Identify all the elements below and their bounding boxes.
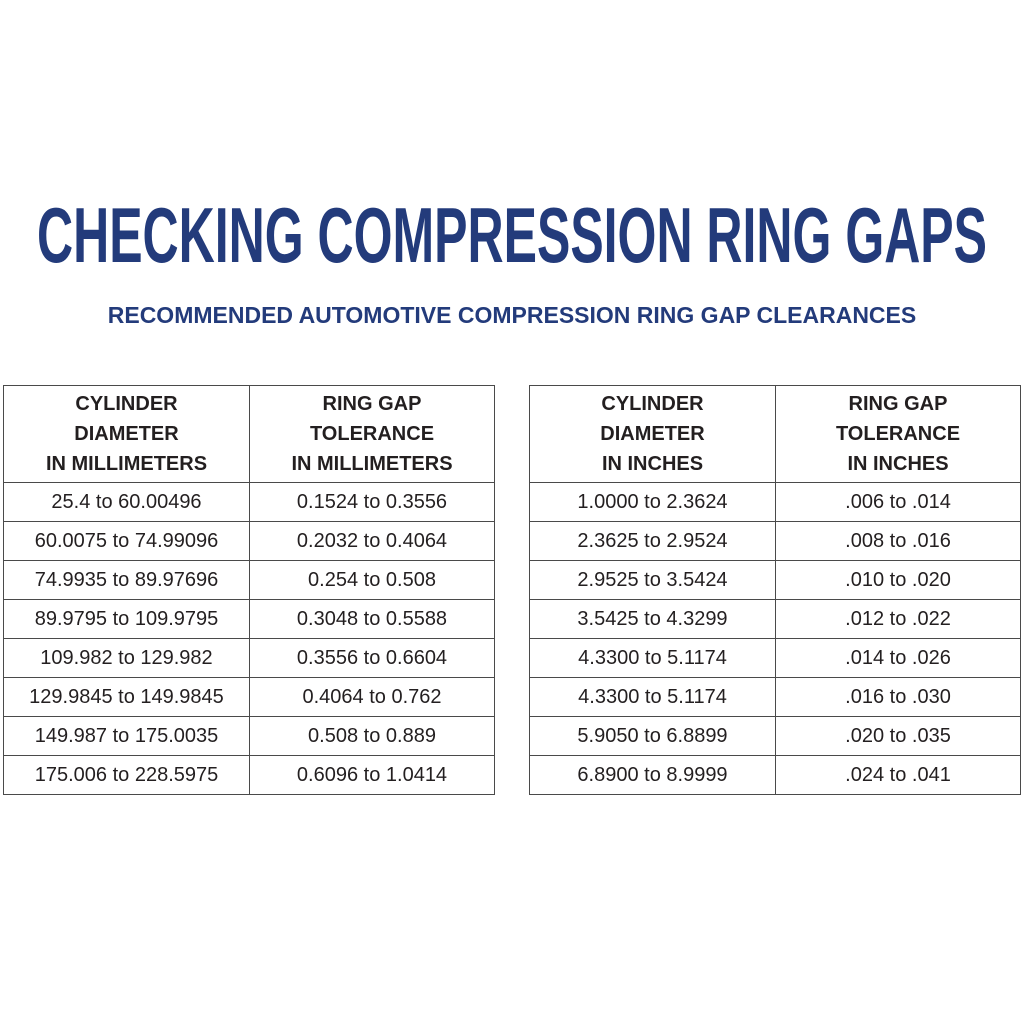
table-row: 149.987 to 175.0035 0.508 to 0.889 xyxy=(3,716,495,756)
cylinder-diameter-cell: 175.006 to 228.5975 xyxy=(3,755,250,795)
cylinder-diameter-cell: 109.982 to 129.982 xyxy=(3,638,250,678)
table-row: 3.5425 to 4.3299.012 to .022 xyxy=(529,599,1021,639)
ring-gap-cell: 0.508 to 0.889 xyxy=(249,716,495,756)
millimeters-table: CYLINDER DIAMETER IN MILLIMETERS RING GAP TO… xyxy=(3,385,495,795)
inches-table: CYLINDER DIAMETER IN INCHES RING GAP TOLERAN… xyxy=(529,385,1021,795)
cylinder-diameter-cell: 60.0075 to 74.99096 xyxy=(3,521,250,561)
cylinder-diameter-cell: 5.9050 to 6.8899 xyxy=(529,716,776,756)
table-row: 6.8900 to 8.9999.024 to .041 xyxy=(529,755,1021,795)
table-row: 175.006 to 228.5975 0.6096 to 1.0414 xyxy=(3,755,495,795)
page-title-graphic: CHECKING COMPRESSION RING GAPS xyxy=(37,196,987,276)
ring-gap-cell: 0.3556 to 0.6604 xyxy=(249,638,495,678)
cylinder-diameter-cell: 129.9845 to 149.9845 xyxy=(3,677,250,717)
header-row: CYLINDER DIAMETER IN MILLIMETERS RING GAP TO… xyxy=(3,385,495,483)
ring-gap-cell: 0.254 to 0.508 xyxy=(249,560,495,600)
cylinder-diameter-cell: 3.5425 to 4.3299 xyxy=(529,599,776,639)
column-header: CYLINDER DIAMETER IN MILLIMETERS xyxy=(3,385,250,483)
header-row: CYLINDER DIAMETER IN INCHES RING GAP TOLERAN… xyxy=(529,385,1021,483)
ring-gap-cell: .024 to .041 xyxy=(775,755,1021,795)
ring-gap-cell: .014 to .026 xyxy=(775,638,1021,678)
cylinder-diameter-cell: 1.0000 to 2.3624 xyxy=(529,482,776,522)
ring-gap-cell: 0.2032 to 0.4064 xyxy=(249,521,495,561)
table-row: 2.9525 to 3.5424.010 to .020 xyxy=(529,560,1021,600)
column-header-line: RING GAP xyxy=(848,393,948,415)
column-header: RING GAP TOLERANCE IN MILLIMETERS xyxy=(249,385,495,483)
table-row: 60.0075 to 74.99096 0.2032 to 0.4064 xyxy=(3,521,495,561)
cylinder-diameter-cell: 149.987 to 175.0035 xyxy=(3,716,250,756)
page-title-text: CHECKING COMPRESSION RING GAPS xyxy=(37,196,987,276)
ring-gap-cell: .020 to .035 xyxy=(775,716,1021,756)
ring-gap-cell: 0.6096 to 1.0414 xyxy=(249,755,495,795)
column-header-line: RING GAP xyxy=(322,393,422,415)
column-header-line: DIAMETER xyxy=(74,423,179,445)
ring-gap-cell: 0.4064 to 0.762 xyxy=(249,677,495,717)
table-row: 2.3625 to 2.9524.008 to .016 xyxy=(529,521,1021,561)
table-row: 4.3300 to 5.1174.016 to .030 xyxy=(529,677,1021,717)
page-subtitle: RECOMMENDED AUTOMOTIVE COMPRESSION RING … xyxy=(107,302,917,328)
table-row: 5.9050 to 6.8899.020 to .035 xyxy=(529,716,1021,756)
cylinder-diameter-cell: 4.3300 to 5.1174 xyxy=(529,638,776,678)
column-header: RING GAP TOLERANCE IN INCHES xyxy=(775,385,1021,483)
ring-gap-cell: 0.1524 to 0.3556 xyxy=(249,482,495,522)
cylinder-diameter-cell: 4.3300 to 5.1174 xyxy=(529,677,776,717)
table-row: 109.982 to 129.982 0.3556 to 0.6604 xyxy=(3,638,495,678)
ring-gap-cell: .016 to .030 xyxy=(775,677,1021,717)
ring-gap-cell: .006 to .014 xyxy=(775,482,1021,522)
ring-gap-cell: .008 to .016 xyxy=(775,521,1021,561)
table-row: 74.9935 to 89.97696 0.254 to 0.508 xyxy=(3,560,495,600)
column-header: CYLINDER DIAMETER IN INCHES xyxy=(529,385,776,483)
column-header-line: TOLERANCE xyxy=(835,423,961,445)
column-header-line: IN INCHES xyxy=(601,453,704,475)
ring-gap-cell: 0.3048 to 0.5588 xyxy=(249,599,495,639)
column-header-line: IN INCHES xyxy=(847,453,949,475)
table-row: 129.9845 to 149.9845 0.4064 to 0.762 xyxy=(3,677,495,717)
column-header-line: IN MILLIMETERS xyxy=(45,453,208,475)
column-header-line: IN MILLIMETERS xyxy=(291,453,453,475)
cylinder-diameter-cell: 2.9525 to 3.5424 xyxy=(529,560,776,600)
table-row: 4.3300 to 5.1174.014 to .026 xyxy=(529,638,1021,678)
column-header-line: CYLINDER xyxy=(75,393,178,415)
cylinder-diameter-cell: 2.3625 to 2.9524 xyxy=(529,521,776,561)
table-row: 25.4 to 60.00496 0.1524 to 0.3556 xyxy=(3,482,495,522)
column-header-line: DIAMETER xyxy=(600,423,705,445)
table-row: 1.0000 to 2.3624.006 to .014 xyxy=(529,482,1021,522)
cylinder-diameter-cell: 74.9935 to 89.97696 xyxy=(3,560,250,600)
column-header-line: TOLERANCE xyxy=(309,423,435,445)
cylinder-diameter-cell: 25.4 to 60.00496 xyxy=(3,482,250,522)
ring-gap-cell: .010 to .020 xyxy=(775,560,1021,600)
ring-gap-cell: .012 to .022 xyxy=(775,599,1021,639)
page-title: CHECKING COMPRESSION RING GAPS xyxy=(0,196,1024,276)
table-row: 89.9795 to 109.9795 0.3048 to 0.5588 xyxy=(3,599,495,639)
column-header-line: CYLINDER xyxy=(601,393,704,415)
cylinder-diameter-cell: 6.8900 to 8.9999 xyxy=(529,755,776,795)
cylinder-diameter-cell: 89.9795 to 109.9795 xyxy=(3,599,250,639)
